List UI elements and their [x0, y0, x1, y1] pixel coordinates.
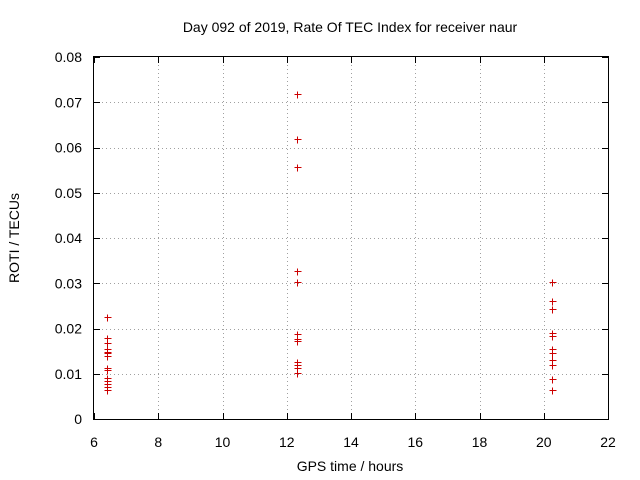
x-tick-label: 8 [154, 434, 162, 450]
data-point [294, 338, 302, 346]
data-point [294, 268, 302, 276]
y-tick-label: 0.01 [55, 366, 82, 382]
x-tick-label: 12 [279, 434, 295, 450]
y-axis-label: ROTI / TECUs [6, 193, 22, 283]
plot-frame [93, 56, 609, 420]
data-point [104, 314, 112, 322]
data-point [294, 279, 302, 287]
data-point [549, 350, 557, 358]
data-point [104, 353, 112, 361]
y-tick-label: 0.06 [55, 140, 82, 156]
data-point [549, 362, 557, 370]
data-point [294, 91, 302, 99]
x-tick-label: 20 [536, 434, 552, 450]
y-tick-label: 0.02 [55, 321, 82, 337]
x-tick-label: 14 [343, 434, 359, 450]
data-point [549, 387, 557, 395]
y-tick-label: 0 [74, 411, 82, 427]
data-point [549, 306, 557, 314]
data-point [549, 333, 557, 341]
data-point [294, 370, 302, 378]
gridlines [94, 57, 608, 419]
data-point [294, 136, 302, 144]
data-point [104, 387, 112, 395]
data-point [549, 376, 557, 384]
data-point [549, 298, 557, 306]
data-points [104, 91, 557, 395]
y-tick-label: 0.07 [55, 94, 82, 110]
x-tick-label: 6 [90, 434, 98, 450]
y-tick-labels: 0 0.01 0.02 0.03 0.04 0.05 0.06 0.07 0.08 [55, 49, 82, 427]
y-tick-label: 0.05 [55, 185, 82, 201]
x-tick-label: 10 [215, 434, 231, 450]
data-point [104, 367, 112, 375]
y-tick-label: 0.04 [55, 230, 82, 246]
x-tick-label: 18 [472, 434, 488, 450]
x-tick-labels: 6 8 10 12 14 16 18 20 22 [90, 434, 616, 450]
y-tick-label: 0.03 [55, 275, 82, 291]
axis-ticks [94, 57, 609, 420]
data-point [104, 340, 112, 348]
x-tick-label: 16 [407, 434, 423, 450]
x-axis-label: GPS time / hours [297, 458, 404, 474]
chart-title: Day 092 of 2019, Rate Of TEC Index for r… [183, 19, 518, 35]
y-tick-label: 0.08 [55, 49, 82, 65]
x-tick-label: 22 [600, 434, 616, 450]
data-point [294, 164, 302, 172]
data-point [549, 279, 557, 287]
